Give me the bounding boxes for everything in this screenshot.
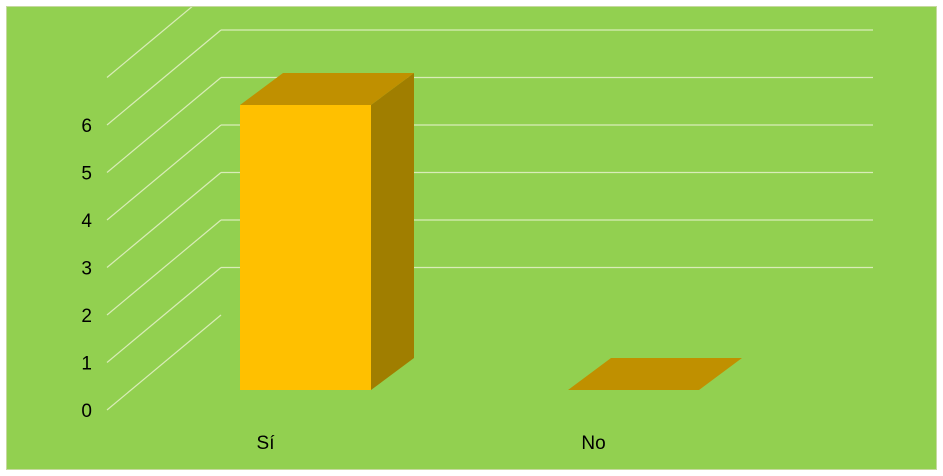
bar-side [371, 73, 414, 390]
gridline-diagonal [106, 124, 222, 221]
x-category-label: Sí [257, 433, 276, 454]
y-tick-label: 1 [81, 354, 92, 375]
y-tick-label: 5 [81, 164, 92, 185]
chart-area: 0 1 2 3 4 5 6 Sí No [6, 6, 937, 470]
gridline-diagonal [106, 219, 222, 316]
bar-chart: 0 1 2 3 4 5 6 Sí No [81, 7, 873, 454]
gridline-diagonal [106, 314, 222, 411]
gridline-diagonal [106, 77, 222, 173]
bar-front [240, 105, 371, 390]
y-tick-label: 4 [81, 211, 92, 232]
x-category-label: No [581, 433, 605, 454]
gridline-diagonal [106, 172, 222, 268]
gridline-diagonal [106, 267, 222, 363]
axis-labels: 0 1 2 3 4 5 6 Sí No [81, 116, 605, 454]
bars [240, 73, 742, 390]
y-tick-label: 6 [81, 116, 92, 137]
y-tick-label: 3 [81, 259, 92, 280]
y-tick-label: 0 [81, 401, 92, 422]
bar-top [240, 73, 414, 105]
y-tick-label: 2 [81, 306, 92, 327]
gridline-diagonal [106, 29, 222, 126]
gridline-diagonal [106, 7, 193, 78]
bar-top [568, 358, 742, 390]
gridlines [106, 7, 873, 411]
